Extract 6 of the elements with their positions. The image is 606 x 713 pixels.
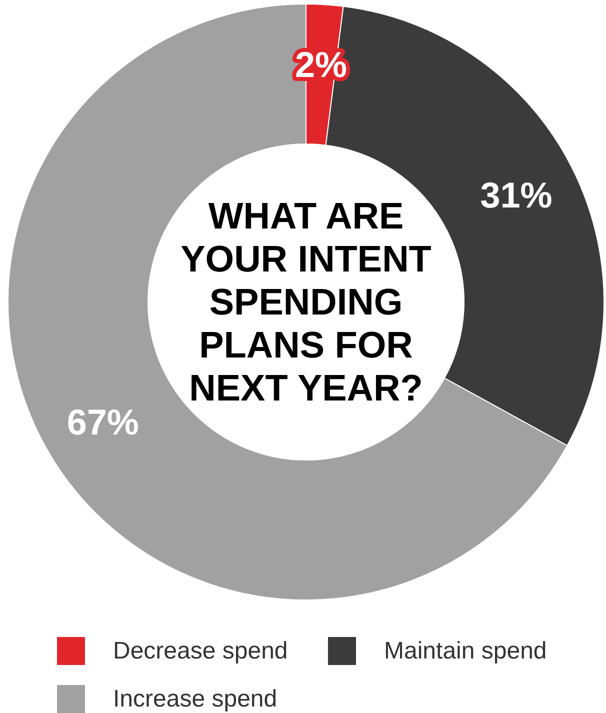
text: WHAT ARE YOUR INTENT SPENDING PLANS FOR NEXT YEAR? <box>180 196 432 408</box>
legend-label: Increase spend <box>113 686 278 712</box>
legend-label: Maintain spend <box>384 638 547 664</box>
legend-label: Decrease spend <box>113 638 288 664</box>
data-label: 31% <box>480 174 552 216</box>
data-label: 67% <box>66 402 139 443</box>
